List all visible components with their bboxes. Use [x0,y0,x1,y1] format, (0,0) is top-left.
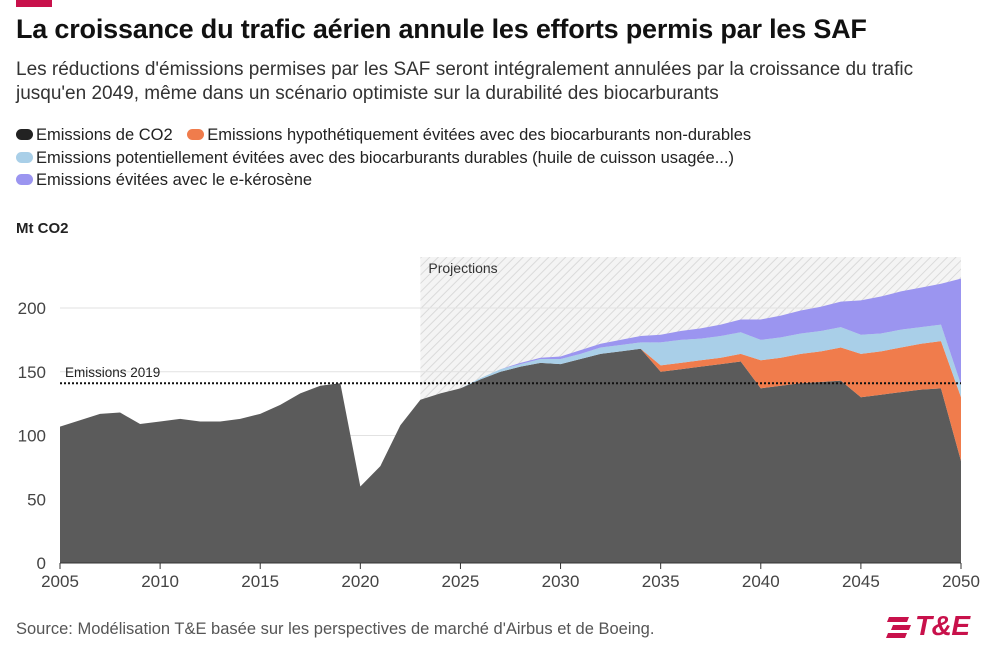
area-series-non-durable [60,341,961,487]
x-tick-label-2005: 2005 [41,572,79,591]
legend-label-durable: Emissions potentiellement évitées avec d… [36,148,734,167]
area-series-durable [60,324,961,487]
chart-legend: Emissions de CO2 Emissions hypothétiquem… [16,124,761,192]
x-tick-label-2030: 2030 [542,572,580,591]
emissions-2019-label: Emissions 2019 [65,365,160,380]
area-series-e-kerosene [60,278,961,487]
legend-swatch-e-kerosene [16,174,33,185]
legend-label-co2: Emissions de CO2 [36,126,173,144]
legend-item-co2: Emissions de CO2 [16,124,173,147]
chart-subtitle: Les réductions d'émissions permises par … [16,59,914,104]
legend-row-1: Emissions de CO2 Emissions hypothétiquem… [16,124,761,147]
chart-title: La croissance du trafic aérien annule le… [16,14,867,44]
te-logo-text: T&E [915,610,970,641]
legend-swatch-co2 [16,129,33,140]
legend-swatch-non-durable [187,129,205,140]
y-axis-unit-label: Mt CO2 [16,220,69,237]
x-tick-label-2025: 2025 [442,572,480,591]
legend-item-durable: Emissions potentiellement évitées avec d… [16,147,734,170]
stacked-area-chart: 0 50 100 150 200 2005 2010 2015 2020 2025 2030 2035… [18,257,980,591]
y-tick-label-100: 100 [18,427,46,446]
te-logo: T&E [885,608,985,644]
source-note: Source: Modélisation T&E basée sur les p… [16,620,655,638]
legend-item-non-durable: Emissions hypothétiquement évitées avec … [187,124,751,147]
y-tick-label-200: 200 [18,299,46,318]
y-tick-label-150: 150 [18,363,46,382]
legend-item-e-kerosene: Emissions évitées avec le e-kérosène [16,169,312,192]
y-tick-label-0: 0 [37,554,46,573]
te-logo-stripes-icon [886,617,911,638]
header-accent-bar [16,0,52,7]
x-tick-label-2045: 2045 [842,572,880,591]
x-tick-label-2010: 2010 [141,572,179,591]
area-series-co2 [60,348,961,563]
projections-label: Projections [428,260,497,276]
legend-label-non-durable: Emissions hypothétiquement évitées avec … [207,126,752,144]
x-tick-label-2050: 2050 [942,572,980,591]
y-tick-label-50: 50 [27,490,46,509]
legend-row-2: Emissions potentiellement évitées avec d… [16,147,761,170]
legend-row-3: Emissions évitées avec le e-kérosène [16,169,761,192]
x-tick-label-2040: 2040 [742,572,780,591]
x-tick-label-2020: 2020 [341,572,379,591]
x-tick-label-2015: 2015 [241,572,279,591]
x-tick-label-2035: 2035 [642,572,680,591]
legend-label-e-kerosene: Emissions évitées avec le e-kérosène [36,171,313,189]
legend-swatch-durable [16,151,33,163]
